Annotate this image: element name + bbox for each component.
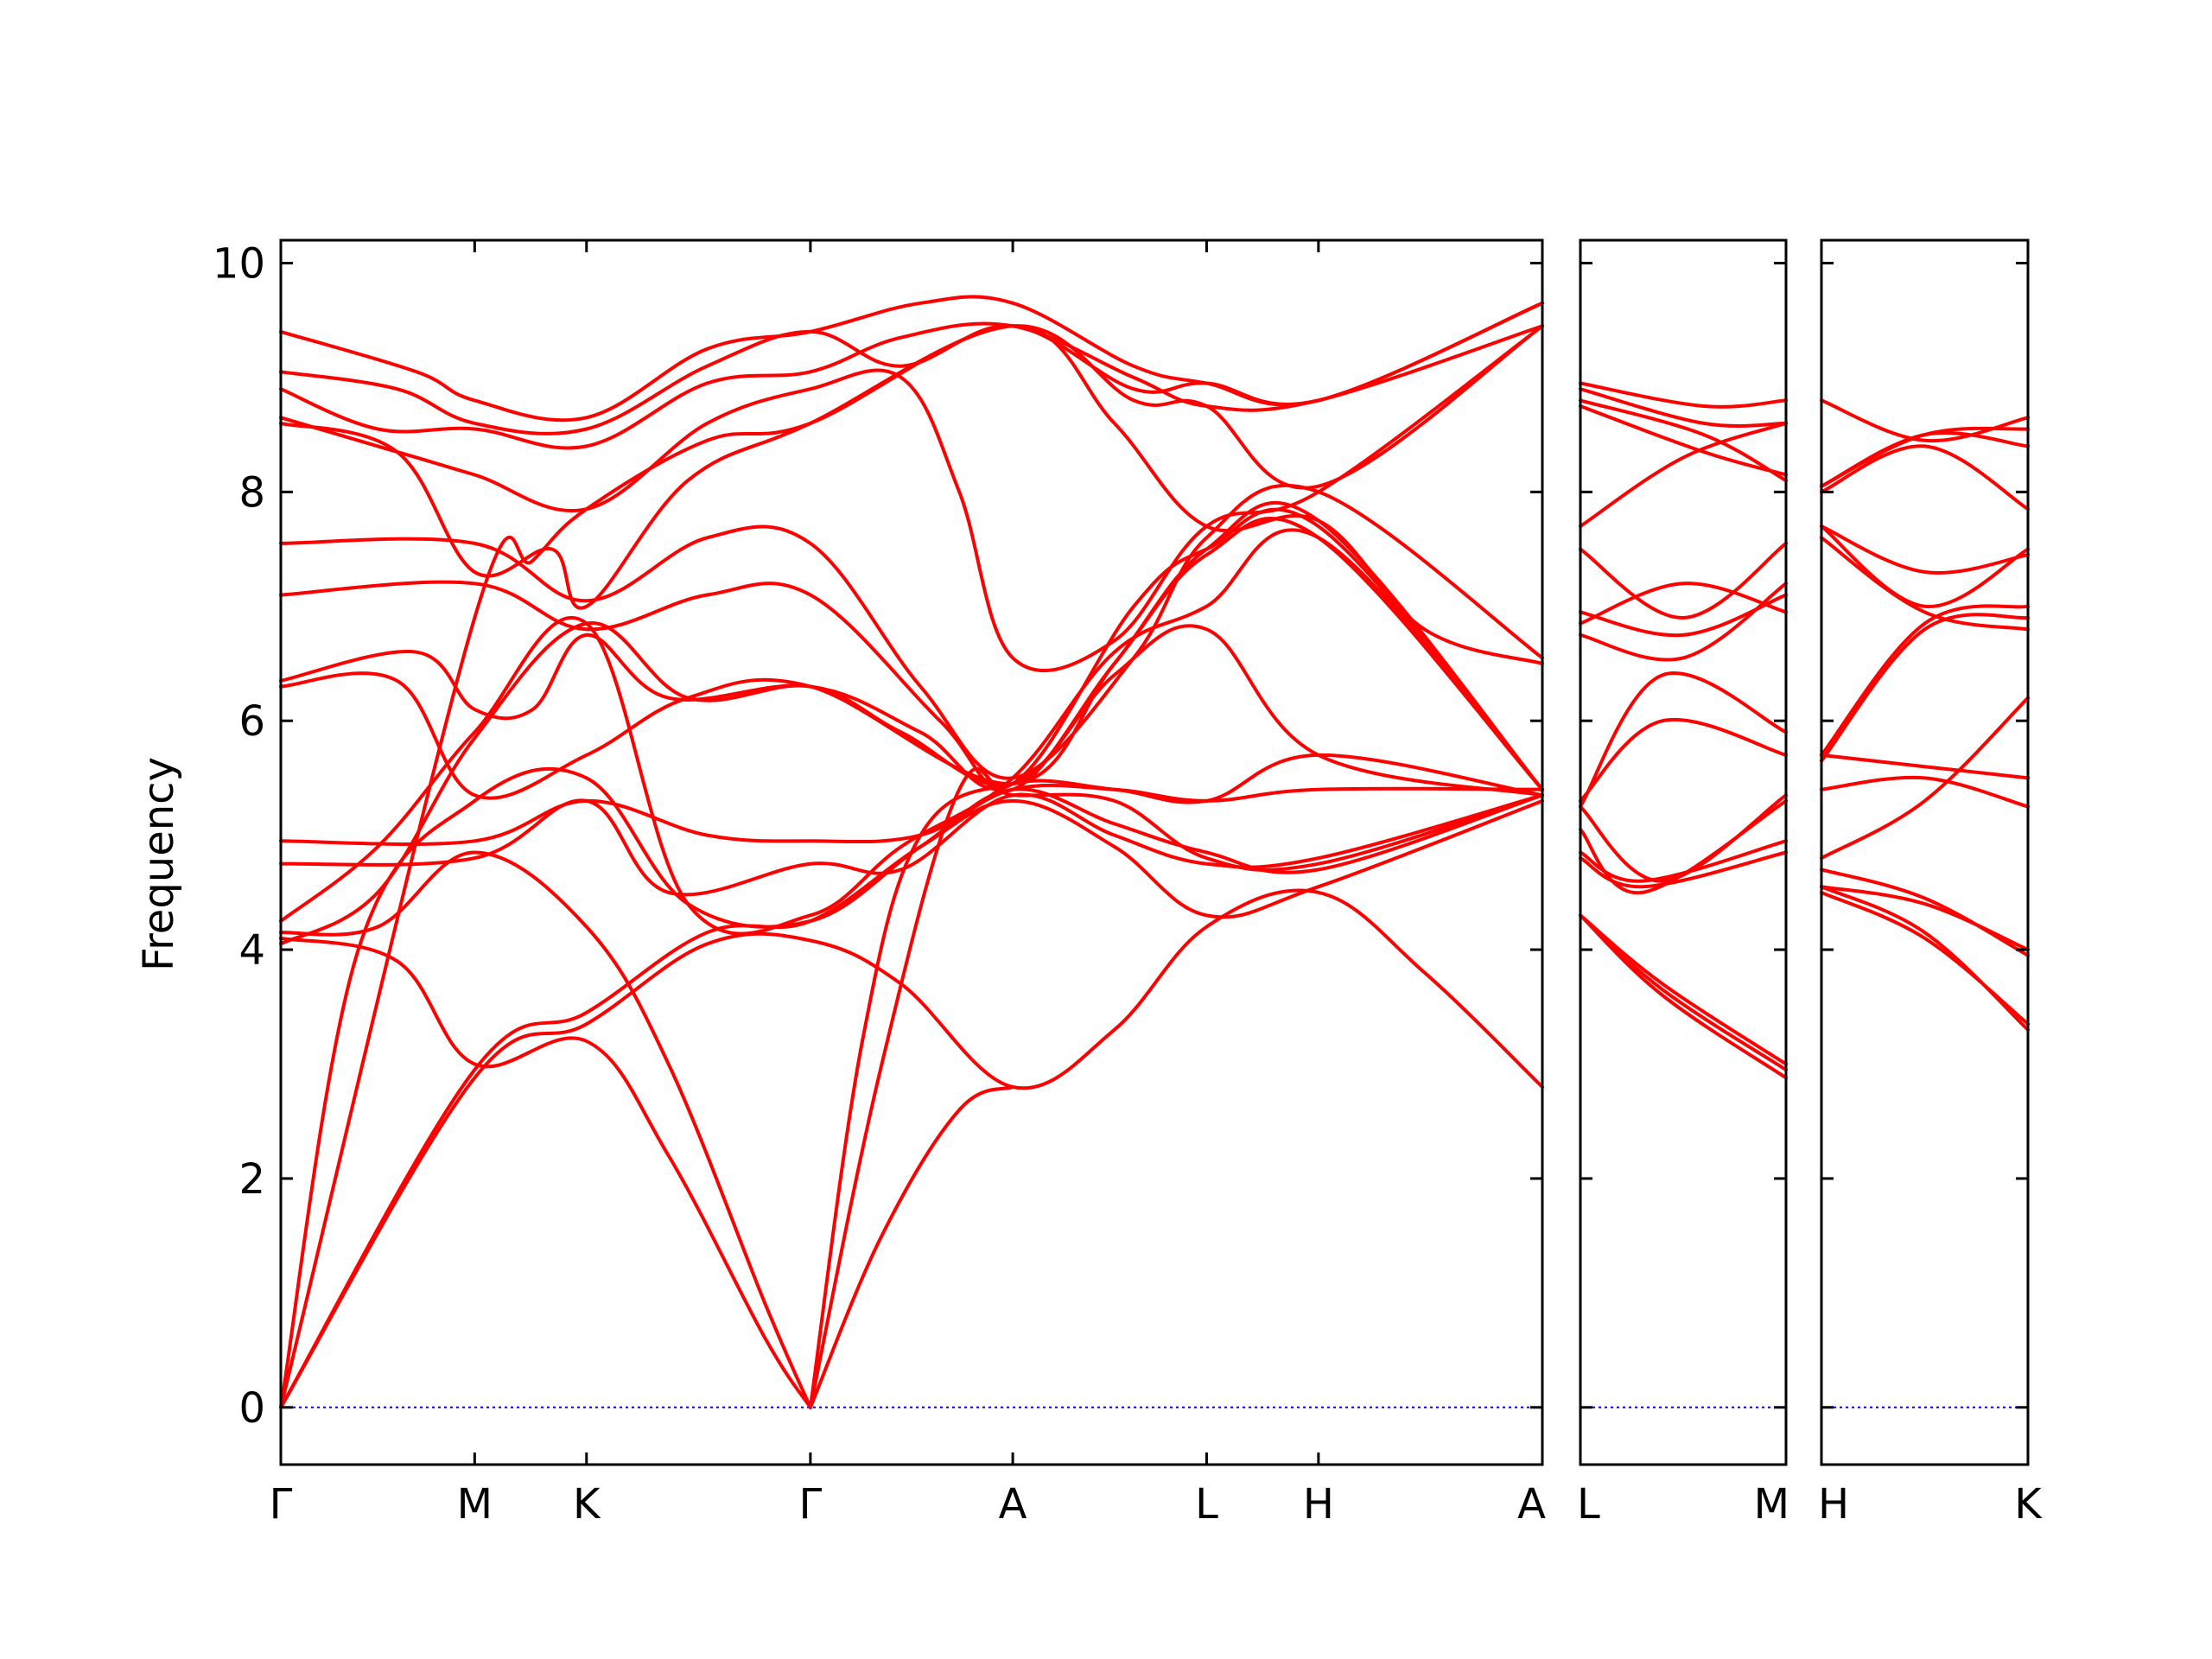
band-15	[1579, 404, 1788, 477]
x-tick-label: A	[999, 1480, 1027, 1529]
band-17	[279, 483, 1544, 780]
y-tick-label: 8	[238, 468, 265, 517]
band-7	[1579, 793, 1788, 883]
band-6	[1820, 775, 2030, 809]
band-16	[279, 517, 1544, 793]
band-2	[1820, 885, 2030, 1032]
x-tick-label: Γ	[270, 1480, 293, 1529]
band-8	[808, 766, 1544, 1409]
band-10	[279, 621, 1544, 946]
band-3	[1820, 885, 2030, 952]
band-18	[279, 324, 1544, 610]
x-tick-label: M	[1754, 1480, 1789, 1529]
band-6	[279, 850, 812, 1409]
band-15	[279, 507, 1544, 791]
band-13	[1820, 444, 2030, 512]
band-10	[1820, 536, 2030, 632]
band-1	[1820, 890, 2030, 1027]
plot-frame	[1820, 238, 2030, 1466]
x-tick-label: H	[1818, 1480, 1849, 1529]
band-4	[279, 766, 1544, 1409]
band-7	[1820, 753, 2030, 780]
plot-frame	[1579, 238, 1788, 1466]
band-4	[1820, 868, 2030, 957]
band-1	[279, 888, 1544, 1409]
band-12	[1579, 541, 1788, 620]
x-tick-label: M	[457, 1480, 493, 1529]
band-3	[1579, 913, 1788, 1066]
x-tick-label: L	[1195, 1480, 1218, 1529]
band-5	[1820, 696, 2030, 861]
band-17	[1579, 387, 1788, 429]
band-14	[279, 500, 1544, 800]
y-tick-label: 2	[238, 1155, 265, 1204]
band-14	[1579, 421, 1788, 529]
band-4	[1579, 850, 1788, 889]
band-12	[1820, 524, 2030, 575]
band-9	[808, 753, 1544, 1409]
band-2	[279, 798, 1544, 1409]
band-16	[1820, 398, 2030, 443]
band-22	[279, 295, 1544, 423]
x-tick-label: L	[1577, 1480, 1600, 1529]
band-9	[1820, 604, 2030, 757]
y-tick-label: 6	[238, 697, 265, 746]
panel-1: Γ M K Γ A L H A 0 2 4 6 8 10	[213, 238, 1546, 1529]
x-tick-label: K	[573, 1480, 601, 1529]
band-18	[1579, 381, 1788, 409]
band-7	[808, 1085, 1015, 1409]
band-5	[279, 936, 812, 1409]
band-11	[279, 528, 1544, 936]
band-19	[279, 324, 1544, 673]
band-8	[1820, 613, 2030, 763]
x-tick-label: K	[2014, 1480, 2043, 1529]
x-tick-label: Γ	[799, 1480, 823, 1529]
band-11	[1579, 593, 1788, 638]
band-13	[279, 783, 1544, 846]
band-15	[1820, 426, 2030, 488]
y-tick-label: 4	[238, 926, 265, 975]
band-13	[1579, 582, 1788, 626]
band-12	[279, 792, 1544, 897]
y-tick-label: 0	[238, 1384, 265, 1433]
band-8	[1579, 717, 1788, 803]
band-11	[1820, 524, 2030, 608]
y-tick-label: 10	[213, 239, 265, 288]
band-9	[1579, 671, 1788, 809]
x-tick-label: H	[1303, 1480, 1334, 1529]
band-16	[1579, 398, 1788, 483]
band-20	[279, 321, 1544, 450]
y-axis-label: Frequency	[135, 757, 183, 971]
x-tick-label: A	[1517, 1480, 1546, 1529]
plot-frame	[279, 238, 1544, 1466]
